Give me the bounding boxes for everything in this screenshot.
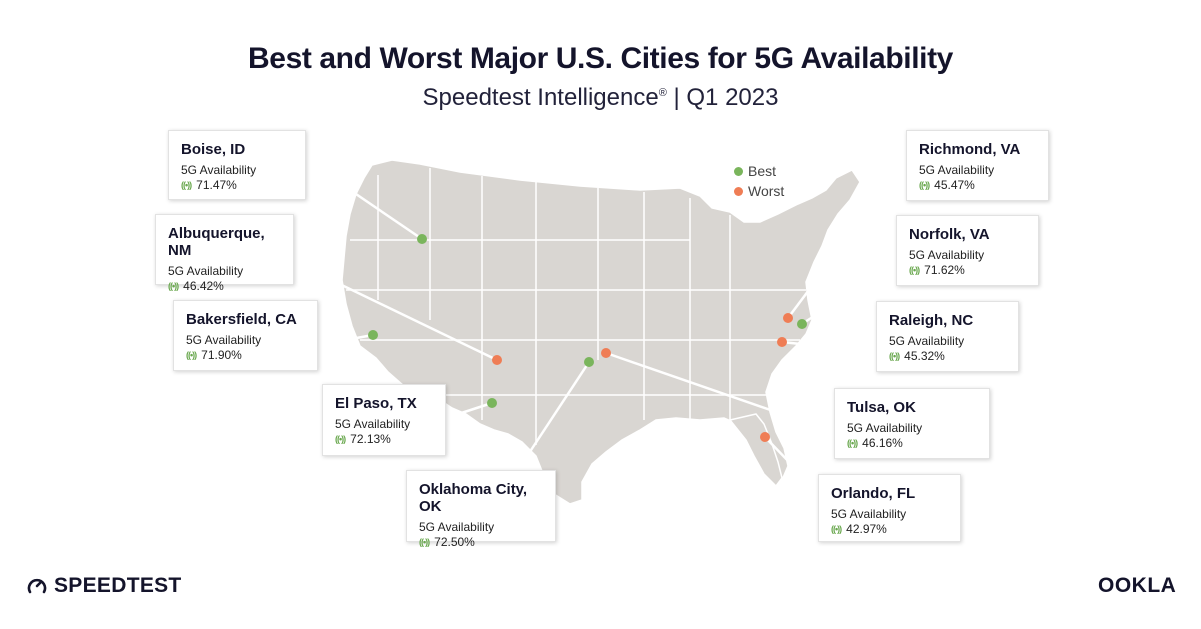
card-city-name: Tulsa, OK (847, 399, 916, 416)
card-metric-label: 5G Availability (186, 333, 262, 347)
card-metric-label: 5G Availability (831, 507, 907, 521)
card-value-row: ((•)) 72.13% (335, 432, 433, 447)
marker-tulsa (601, 348, 611, 358)
card-value: 46.42% (183, 279, 224, 293)
marker-orlando (760, 432, 770, 442)
card-albuquerque: Albuquerque, NM 5G Availability ((•)) 46.… (155, 214, 294, 293)
marker-albuquerque (492, 355, 502, 365)
marker-elpaso (487, 398, 497, 408)
card-raleigh: Raleigh, NC 5G Availability ((•)) 45.32% (876, 301, 1019, 372)
legend-worst-dot (734, 186, 743, 196)
card-value-row: ((•)) 45.32% (889, 349, 1006, 364)
card-value-row: ((•)) 71.47% (181, 178, 293, 193)
card-metric-label: 5G Availability (847, 421, 923, 435)
card-city-name: Oklahoma City, OK (419, 481, 528, 515)
marker-oklahomacity (584, 357, 594, 367)
marker-richmond (783, 313, 793, 323)
card-metric-label: 5G Availability (181, 163, 257, 177)
card-metric-label: 5G Availability (335, 417, 411, 431)
card-value-row: ((•)) 72.50% (419, 535, 543, 550)
card-tulsa: Tulsa, OK 5G Availability ((•)) 46.16% (834, 388, 990, 459)
signal-icon: ((•)) (909, 265, 920, 275)
card-metric-label: 5G Availability (919, 163, 995, 177)
ookla-wordmark: OOKLA (1098, 574, 1177, 597)
legend-worst: Worst (734, 181, 784, 201)
card-bakersfield: Bakersfield, CA 5G Availability ((•)) 71.… (173, 300, 318, 371)
card-value-row: ((•)) 42.97% (831, 522, 948, 537)
legend-worst-label: Worst (748, 183, 785, 199)
card-city-name: Boise, ID (181, 141, 246, 158)
card-city-name: Norfolk, VA (909, 226, 990, 243)
signal-icon: ((•)) (335, 434, 346, 444)
signal-icon: ((•)) (847, 438, 858, 448)
map-legend: Best Worst (734, 161, 784, 201)
florida-shape (728, 413, 783, 488)
card-value: 72.13% (350, 432, 391, 446)
marker-norfolk (797, 319, 807, 329)
signal-icon: ((•)) (919, 180, 930, 190)
card-city-name: Orlando, FL (831, 485, 916, 502)
card-value-row: ((•)) 45.47% (919, 178, 1036, 193)
card-richmond: Richmond, VA 5G Availability ((•)) 45.47% (906, 130, 1049, 201)
card-city-name: Albuquerque, NM (168, 225, 265, 259)
card-value-row: ((•)) 71.90% (186, 348, 305, 363)
card-city-name: Raleigh, NC (889, 312, 974, 329)
card-value: 45.47% (934, 178, 975, 192)
marker-boise (417, 234, 427, 244)
speedtest-logo: SPEEDTEST (26, 574, 182, 598)
card-metric-label: 5G Availability (909, 248, 985, 262)
leader-lines (293, 158, 908, 493)
legend-best-label: Best (748, 163, 777, 179)
marker-raleigh (777, 337, 787, 347)
card-value: 72.50% (434, 535, 475, 549)
page-subtitle: Speedtest Intelligence® | Q1 2023 (0, 84, 1201, 112)
card-value-row: ((•)) 46.16% (847, 436, 977, 451)
signal-icon: ((•)) (889, 351, 900, 361)
card-value: 71.90% (201, 348, 242, 362)
signal-icon: ((•)) (419, 537, 430, 547)
card-boise: Boise, ID 5G Availability ((•)) 71.47% (168, 130, 306, 200)
card-metric-label: 5G Availability (889, 334, 965, 348)
card-orlando: Orlando, FL 5G Availability ((•)) 42.97% (818, 474, 961, 542)
legend-best: Best (734, 161, 784, 181)
card-city-name: Richmond, VA (919, 141, 1021, 158)
signal-icon: ((•)) (168, 281, 179, 291)
subtitle-period: | Q1 2023 (673, 84, 779, 111)
signal-icon: ((•)) (181, 180, 192, 190)
card-metric-label: 5G Availability (168, 264, 244, 278)
card-value-row: ((•)) 46.42% (168, 279, 281, 294)
card-city-name: Bakersfield, CA (186, 311, 297, 328)
card-city-name: El Paso, TX (335, 395, 417, 412)
marker-bakersfield (368, 330, 378, 340)
card-value: 71.62% (924, 263, 965, 277)
page-title: Best and Worst Major U.S. Cities for 5G … (248, 42, 953, 75)
legend-best-dot (734, 166, 743, 176)
registered-mark: ® (658, 87, 667, 99)
gauge-icon (27, 578, 47, 594)
card-value: 46.16% (862, 436, 903, 450)
card-value-row: ((•)) 71.62% (909, 263, 1026, 278)
subtitle-source: Speedtest Intelligence (422, 84, 659, 111)
state-lines (346, 168, 806, 445)
card-value: 42.97% (846, 522, 887, 536)
signal-icon: ((•)) (186, 350, 197, 360)
card-value: 71.47% (196, 178, 237, 192)
card-metric-label: 5G Availability (419, 520, 495, 534)
card-oklahomacity: Oklahoma City, OK 5G Availability ((•)) 7… (406, 470, 556, 549)
card-value: 45.32% (904, 349, 945, 363)
signal-icon: ((•)) (831, 524, 842, 534)
speedtest-wordmark: SPEEDTEST (54, 574, 182, 597)
card-norfolk: Norfolk, VA 5G Availability ((•)) 71.62% (896, 215, 1039, 286)
card-elpaso: El Paso, TX 5G Availability ((•)) 72.13% (322, 384, 446, 456)
